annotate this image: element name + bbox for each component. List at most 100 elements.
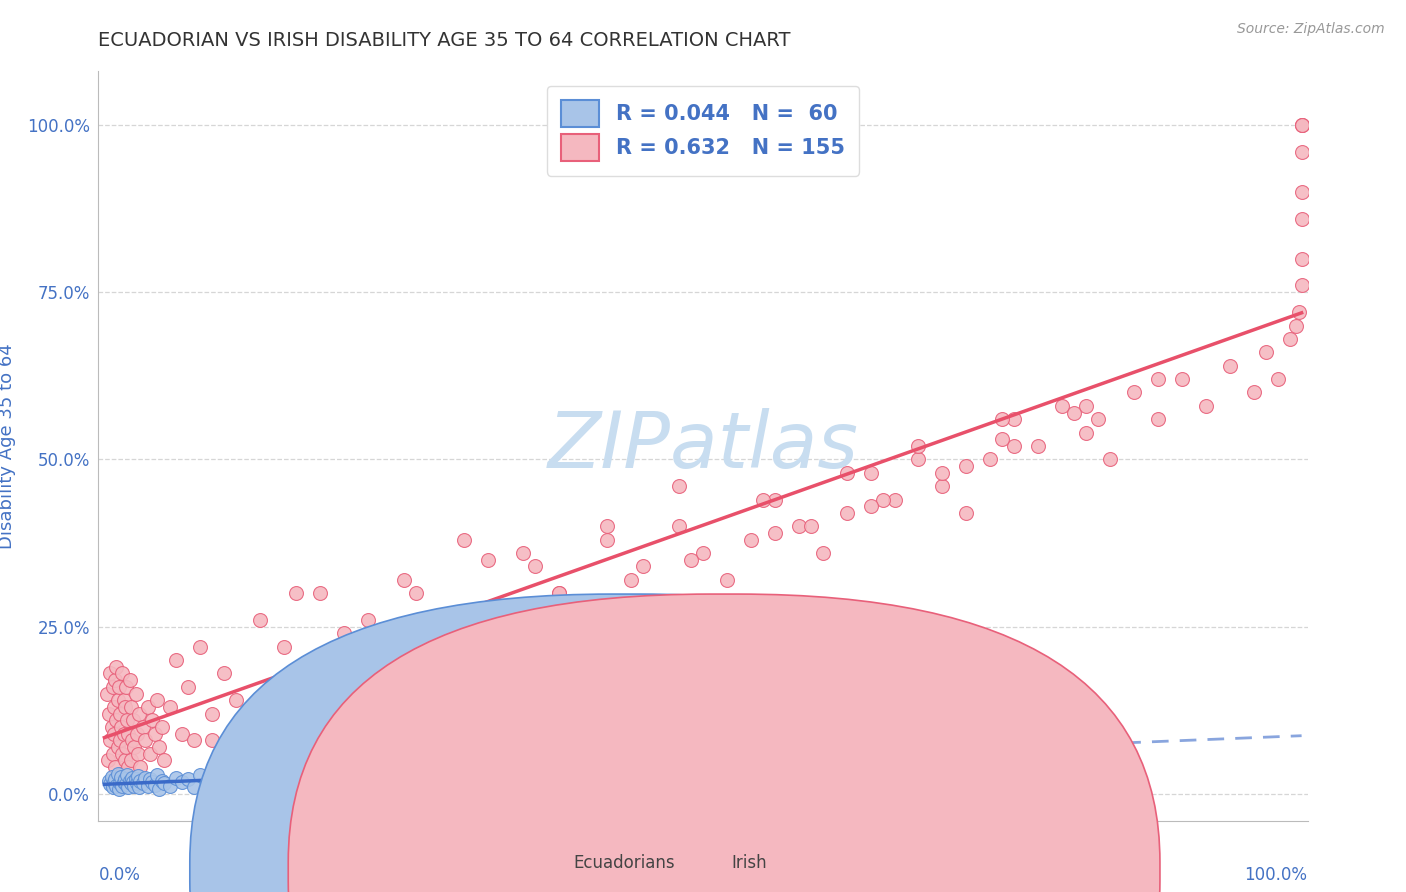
Point xyxy=(103,726,125,740)
Point xyxy=(115,740,138,755)
Point xyxy=(114,772,136,787)
Point xyxy=(740,533,762,547)
Point xyxy=(117,760,139,774)
Point xyxy=(679,553,702,567)
Point xyxy=(236,771,259,785)
Point xyxy=(112,726,135,740)
Point xyxy=(121,771,143,785)
Point xyxy=(103,774,125,789)
Point xyxy=(132,720,155,734)
Point xyxy=(165,653,187,667)
Point xyxy=(129,773,152,788)
Point xyxy=(1291,118,1313,132)
Point xyxy=(668,519,690,533)
Point xyxy=(112,693,135,707)
Point xyxy=(381,640,404,654)
Point xyxy=(117,726,139,740)
Point xyxy=(97,753,120,767)
Y-axis label: Disability Age 35 to 64: Disability Age 35 to 64 xyxy=(0,343,15,549)
Point xyxy=(811,546,834,560)
Point xyxy=(273,640,295,654)
Point xyxy=(104,673,127,688)
Point xyxy=(177,680,200,694)
Point xyxy=(139,747,162,761)
Point xyxy=(284,776,307,790)
Point xyxy=(1002,439,1025,453)
Point xyxy=(212,666,235,681)
Point xyxy=(128,780,150,795)
Point xyxy=(115,680,138,694)
Point xyxy=(125,726,148,740)
Text: ZIPatlas: ZIPatlas xyxy=(547,408,859,484)
Point xyxy=(117,780,139,795)
Point xyxy=(309,673,332,688)
Point xyxy=(668,479,690,493)
Point xyxy=(740,646,762,660)
Point xyxy=(1291,211,1313,226)
Point xyxy=(141,714,163,728)
Point xyxy=(333,773,356,788)
Point xyxy=(225,693,247,707)
Point xyxy=(150,773,173,788)
Point xyxy=(153,753,176,767)
Point xyxy=(136,699,159,714)
Point xyxy=(201,706,224,721)
Point xyxy=(835,466,858,480)
Point xyxy=(134,733,156,747)
Point xyxy=(453,533,475,547)
Point xyxy=(107,740,129,755)
Point xyxy=(357,653,380,667)
Point xyxy=(416,633,439,648)
Point xyxy=(991,433,1014,447)
Point xyxy=(524,559,547,574)
Point xyxy=(357,613,380,627)
Point xyxy=(115,768,138,782)
Point xyxy=(124,687,146,701)
Text: ECUADORIAN VS IRISH DISABILITY AGE 35 TO 64 CORRELATION CHART: ECUADORIAN VS IRISH DISABILITY AGE 35 TO… xyxy=(98,31,792,50)
Point xyxy=(105,714,128,728)
Point xyxy=(1219,359,1241,373)
Point xyxy=(120,753,142,767)
Point xyxy=(1147,372,1170,386)
Point xyxy=(859,500,882,514)
Point xyxy=(134,771,156,785)
Text: Ecuadorians: Ecuadorians xyxy=(574,855,675,872)
Point xyxy=(1254,345,1277,359)
Point xyxy=(201,776,224,790)
Point xyxy=(201,733,224,747)
Point xyxy=(107,781,129,796)
Point xyxy=(143,726,166,740)
Point xyxy=(111,747,134,761)
Point xyxy=(136,779,159,793)
Point xyxy=(141,774,163,789)
Point xyxy=(835,506,858,520)
Point xyxy=(159,699,181,714)
Point xyxy=(572,613,595,627)
Point xyxy=(333,653,356,667)
Point xyxy=(309,586,332,600)
Point xyxy=(104,760,127,774)
Point xyxy=(787,519,810,533)
Point xyxy=(122,714,145,728)
Point xyxy=(260,774,283,789)
Legend: R = 0.044   N =  60, R = 0.632   N = 155: R = 0.044 N = 60, R = 0.632 N = 155 xyxy=(547,86,859,176)
Point xyxy=(1195,399,1218,413)
Point xyxy=(105,660,128,674)
Text: Irish: Irish xyxy=(731,855,766,872)
Point xyxy=(477,553,499,567)
Point xyxy=(1063,406,1085,420)
Point xyxy=(104,772,127,787)
Point xyxy=(931,479,953,493)
Text: 0.0%: 0.0% xyxy=(98,865,141,884)
Point xyxy=(284,586,307,600)
Point xyxy=(333,626,356,640)
Point xyxy=(596,533,619,547)
Point xyxy=(872,492,894,507)
Point xyxy=(110,767,132,781)
Point xyxy=(100,720,122,734)
Point xyxy=(118,673,141,688)
Point xyxy=(108,733,131,747)
Point xyxy=(124,772,146,787)
Point xyxy=(1147,412,1170,426)
Point xyxy=(620,573,643,587)
